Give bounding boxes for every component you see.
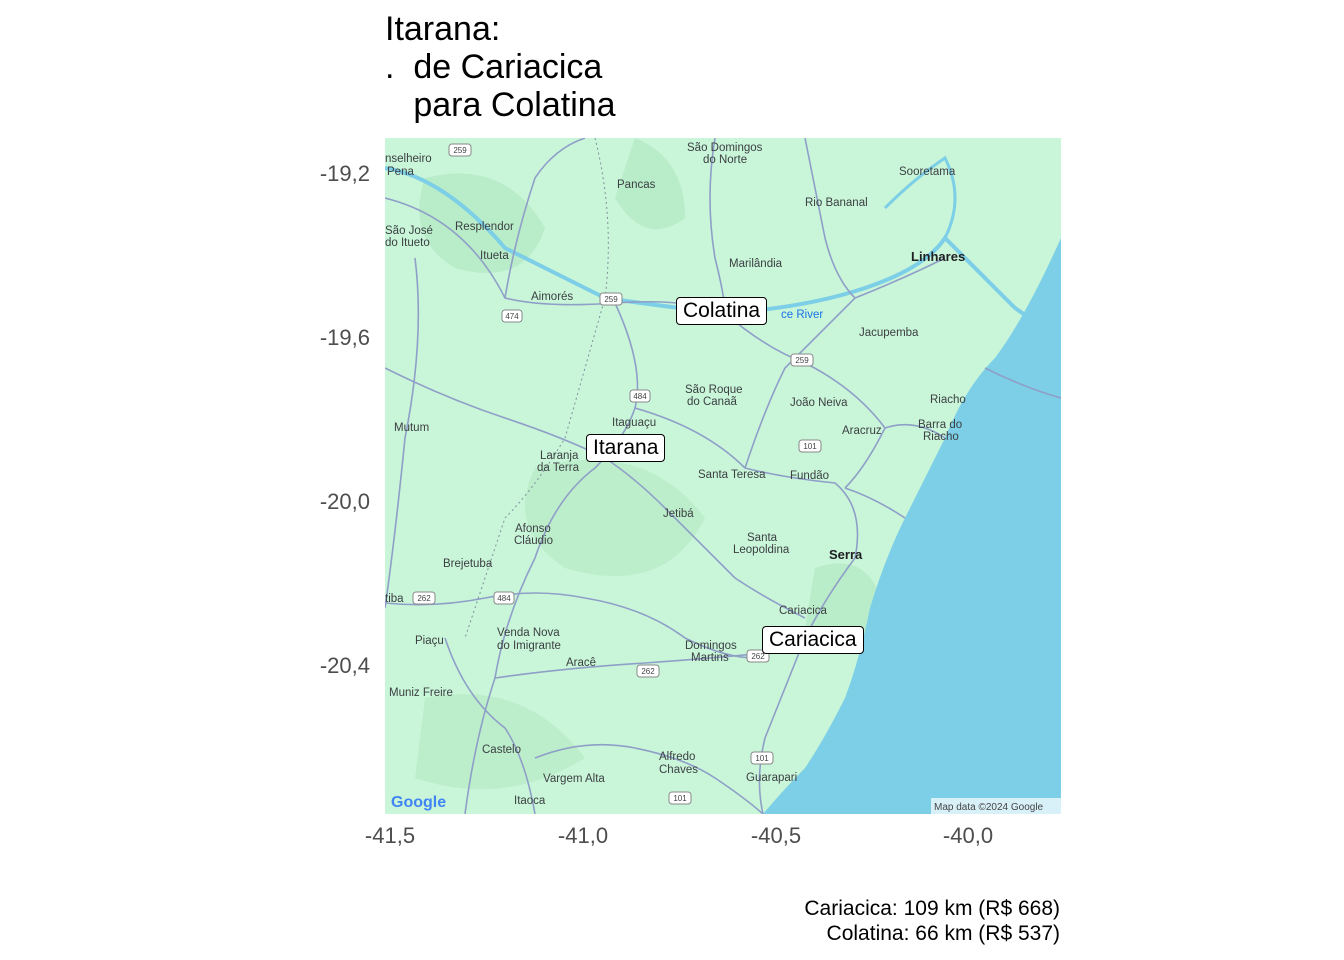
route-shields: 259 259 474 259 484 101 484 262 262 262 … [412,143,822,805]
title-line-2: . de Cariacica [385,48,603,86]
place-label: Castelo [482,744,521,756]
route-shield-label: 262 [751,652,765,661]
place-label: Sooretama [899,166,956,178]
place-label: Brejetuba [443,558,493,570]
place-label: Serra [829,547,863,562]
plot-title: Itarana: . de Cariacica para Colatina [385,10,616,124]
place-label: Riacho [930,394,966,406]
x-tick-label: -41,5 [364,823,416,848]
attribution-bg [931,798,1061,814]
place-label: do Imigrante [497,640,561,652]
title-line-1: Itarana: [385,10,501,48]
route-shield-label: 101 [755,754,769,763]
y-tick-label: -19,2 [319,161,370,186]
lake [883,155,957,239]
caption-line-2: Colatina: 66 km (R$ 537) [826,922,1060,945]
route-shield-label: 259 [795,356,809,365]
place-label: São Domingos [687,142,763,154]
place-label: do Itueto [385,237,430,249]
place-label: nselheiro [385,153,432,165]
place-label: Linhares [911,249,965,264]
x-tick-label: -40,5 [750,823,802,848]
place-label: Afonso [515,523,551,535]
place-label: Vargem Alta [543,773,605,785]
place-label: Riacho [923,431,959,443]
place-label: São José [385,225,433,237]
place-label: Itaoca [514,795,546,807]
place-label: Jetibá [663,508,694,520]
place-label: Itueta [480,250,509,262]
city-label-itarana[interactable]: Itarana [586,434,666,462]
place-label: tiba [385,593,404,605]
place-label: Venda Nova [497,627,560,639]
place-label: Chaves [659,764,698,776]
place-label: da Terra [537,462,580,474]
place-label: Aracruz [842,425,882,437]
route-shield-label: 262 [417,594,431,603]
ocean [763,238,1061,814]
place-label: Santa Teresa [698,469,766,481]
place-label: Itaguaçu [612,417,656,429]
place-label: Marilândia [729,258,783,270]
place-label: Laranja [540,450,579,462]
place-label: Cláudio [514,535,553,547]
route-shield-label: 259 [604,295,618,304]
river-label: ce River [781,309,823,321]
caption-line-1: Cariacica: 109 km (R$ 668) [804,897,1060,920]
place-label: Leopoldina [733,544,790,556]
y-tick-label: -20,0 [319,489,370,514]
place-label: São Roque [685,384,743,396]
state-border [464,138,609,639]
y-tick-label: -19,6 [319,325,370,350]
place-label: Mutum [394,422,429,434]
route-shield-label: 484 [633,392,647,401]
place-label: Jacupemba [859,327,919,339]
relief-patch [415,694,585,790]
place-label: Muniz Freire [389,687,453,699]
place-label: Alfredo [659,751,695,763]
route-shield-label: 262 [641,667,655,676]
relief-patch [525,459,705,577]
place-label: Domingos [685,640,737,652]
map-attribution: Map data ©2024 Google [934,802,1044,813]
place-label: Barra do [918,419,962,431]
y-tick-label: -20,4 [319,653,370,678]
route-shield-label: 101 [673,794,687,803]
place-label: Aimorés [531,291,573,303]
place-label: Piaçu [415,635,444,647]
place-label: Santa [747,532,778,544]
place-label: Pancas [617,179,656,191]
city-label-colatina[interactable]: Colatina [676,297,768,325]
place-labels: São Domingos do Norte Sooretama nselheir… [385,142,966,807]
place-label: Aracê [566,657,596,669]
place-label: João Neiva [790,397,848,409]
place-label: do Canaã [687,396,737,408]
city-label-cariacica[interactable]: Cariacica [762,626,864,654]
x-tick-label: -40,0 [942,823,994,848]
route-shield-label: 259 [453,146,467,155]
place-label: Resplendor [455,221,514,233]
place-label: Guarapari [746,772,797,784]
place-label: Fundão [790,470,829,482]
map-tiles: 259 259 474 259 484 101 484 262 262 262 … [385,138,1061,814]
distance-caption: Cariacica: 109 km (R$ 668) Colatina: 66 … [804,896,1060,946]
map-panel[interactable]: 259 259 474 259 484 101 484 262 262 262 … [385,138,1061,814]
route-shield-label: 101 [803,442,817,451]
place-label: Pena [387,166,414,178]
google-logo: Google [391,794,446,811]
place-label: Rio Bananal [805,197,868,209]
route-shield-label: 474 [505,312,519,321]
title-line-3: para Colatina [385,86,616,124]
route-shield-label: 484 [497,594,511,603]
relief-patch [805,563,885,641]
x-tick-label: -41,0 [557,823,609,848]
place-label: Cariacica [779,605,828,617]
place-label: do Norte [703,154,747,166]
place-label: Martins [691,652,729,664]
relief-patch [615,138,685,230]
